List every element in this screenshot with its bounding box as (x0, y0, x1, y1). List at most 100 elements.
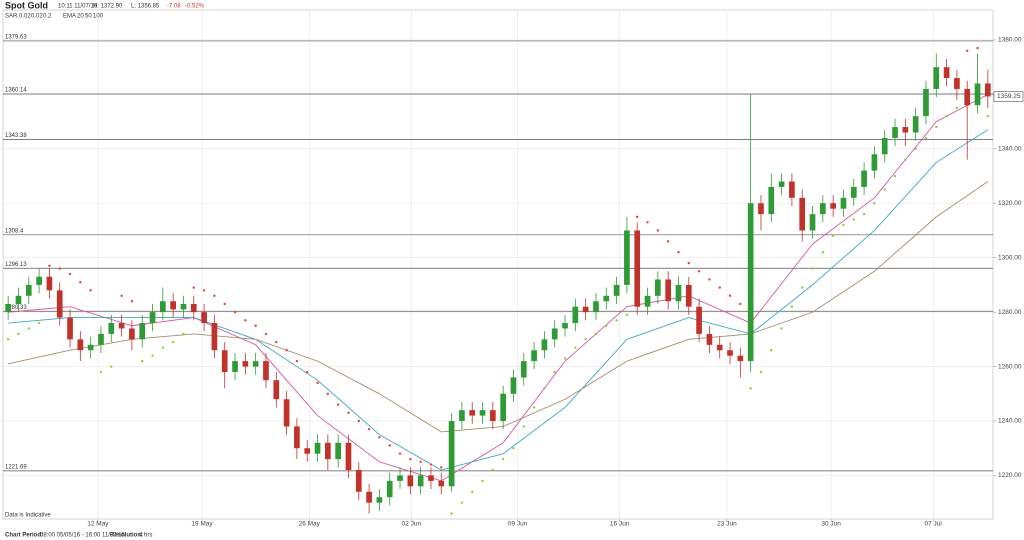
candle-body (273, 380, 280, 400)
level-label: 1308.4 (5, 228, 24, 234)
candle-body (881, 137, 888, 155)
sar-dot (862, 212, 866, 216)
sar-dot (37, 321, 41, 325)
sar-dot (584, 338, 587, 341)
ema-line (8, 93, 989, 482)
sar-dot (512, 447, 515, 450)
candle-body (665, 279, 671, 302)
sar-dot (48, 264, 51, 268)
candle-body (933, 67, 940, 89)
resolution: 4 hrs (139, 533, 152, 539)
sar-dot (254, 324, 257, 327)
sar-dot (357, 419, 360, 423)
sar-dot (275, 340, 278, 344)
quote-change: -7.08 (167, 4, 181, 10)
candle-body (77, 339, 84, 351)
candle-body (809, 214, 816, 231)
candle-body (768, 186, 775, 215)
level-label: 1379.63 (5, 35, 27, 41)
sar-dot (316, 381, 319, 385)
sar-dot (594, 332, 598, 336)
sar-dot (285, 349, 288, 352)
sar-param: 0.2 (43, 14, 52, 20)
candle-body (943, 67, 950, 79)
candle-body (407, 475, 414, 487)
candle-body (46, 276, 53, 291)
period-label: Chart Period: (5, 533, 43, 539)
sar-dot (770, 349, 773, 352)
candle-body (850, 186, 857, 198)
candle-body (108, 323, 115, 334)
candle-body (861, 170, 867, 187)
sar-dot (79, 280, 82, 284)
sar-dot (429, 463, 433, 466)
ema-legend: 50 (85, 14, 92, 20)
x-tick-label: 23 Jun (717, 521, 737, 528)
candle-body (562, 323, 568, 329)
candle-body (376, 497, 383, 503)
candle-body (541, 339, 548, 351)
level-label: 1221.69 (5, 464, 27, 470)
candle-body (644, 295, 651, 307)
sar-dot (89, 289, 92, 292)
candle-body (149, 312, 156, 324)
sar-dot (202, 289, 206, 292)
sar-dot (739, 302, 742, 306)
candle-body (613, 284, 620, 296)
sar-dot (522, 425, 525, 428)
candle-body (283, 399, 290, 427)
candle-body (593, 301, 599, 313)
candle-body (799, 197, 806, 231)
sar-dot (367, 427, 371, 431)
candle-body (118, 323, 125, 329)
candle-body (737, 355, 744, 362)
x-tick-label: 16 Jun (610, 521, 630, 528)
sar-dot (677, 251, 680, 254)
sar-dot (945, 114, 948, 118)
candle-body (87, 344, 94, 351)
ema-legend: 100 (93, 14, 104, 20)
candle-body (871, 154, 878, 171)
candle-body (304, 448, 311, 454)
x-tick-label: 30 Jun (821, 521, 841, 528)
sar-dot (811, 267, 814, 270)
last-price-box (993, 91, 1024, 102)
sar-dot (708, 278, 711, 281)
candle-body (974, 83, 981, 106)
sar-dot (615, 319, 618, 322)
x-tick-label: 26 May (299, 521, 321, 528)
sar-dot (326, 392, 330, 395)
candle-body (36, 276, 42, 285)
candle-body (758, 203, 764, 215)
sar-dot (893, 174, 897, 178)
sar-dot (563, 357, 567, 360)
candle-body (624, 230, 630, 285)
candle-body (954, 78, 960, 89)
sar-dot (780, 327, 783, 330)
candle-body (139, 323, 146, 340)
candle-body (170, 301, 176, 310)
sar-dot (491, 468, 495, 472)
sar-dot (646, 221, 649, 224)
candle-body (428, 475, 434, 481)
sar-dot (543, 387, 546, 390)
y-tick-label: 1240.00 (998, 418, 1022, 425)
sar-dot (58, 267, 61, 270)
candle-body (129, 328, 135, 340)
x-tick-label: 12 May (87, 521, 109, 528)
candle-body (25, 284, 32, 296)
data-note: Data is Indicative (5, 513, 51, 519)
candle-body (778, 181, 785, 187)
sar-dot (728, 294, 732, 298)
ema-line (8, 129, 989, 471)
candle-body (747, 203, 754, 362)
candle-body (469, 410, 476, 416)
last-price: 1359.25 (997, 93, 1021, 100)
period: 08:00 05/05/16 - 16:00 11/07/16 (40, 533, 126, 539)
sar-dot (120, 294, 123, 298)
candle-body (531, 350, 537, 362)
resolution-label: Resolution: (110, 533, 143, 539)
sar-dot (553, 370, 556, 374)
sar-dot (636, 215, 639, 219)
sar-dot (27, 327, 30, 330)
